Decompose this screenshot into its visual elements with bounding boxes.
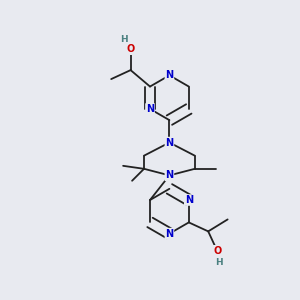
- Text: H: H: [120, 35, 128, 44]
- Text: O: O: [127, 44, 135, 54]
- Text: N: N: [146, 104, 154, 114]
- Text: O: O: [213, 246, 221, 256]
- Text: N: N: [165, 137, 173, 148]
- Text: H: H: [215, 258, 223, 267]
- Text: N: N: [165, 70, 173, 80]
- Text: N: N: [185, 195, 193, 205]
- Text: N: N: [165, 170, 173, 180]
- Text: N: N: [165, 229, 173, 238]
